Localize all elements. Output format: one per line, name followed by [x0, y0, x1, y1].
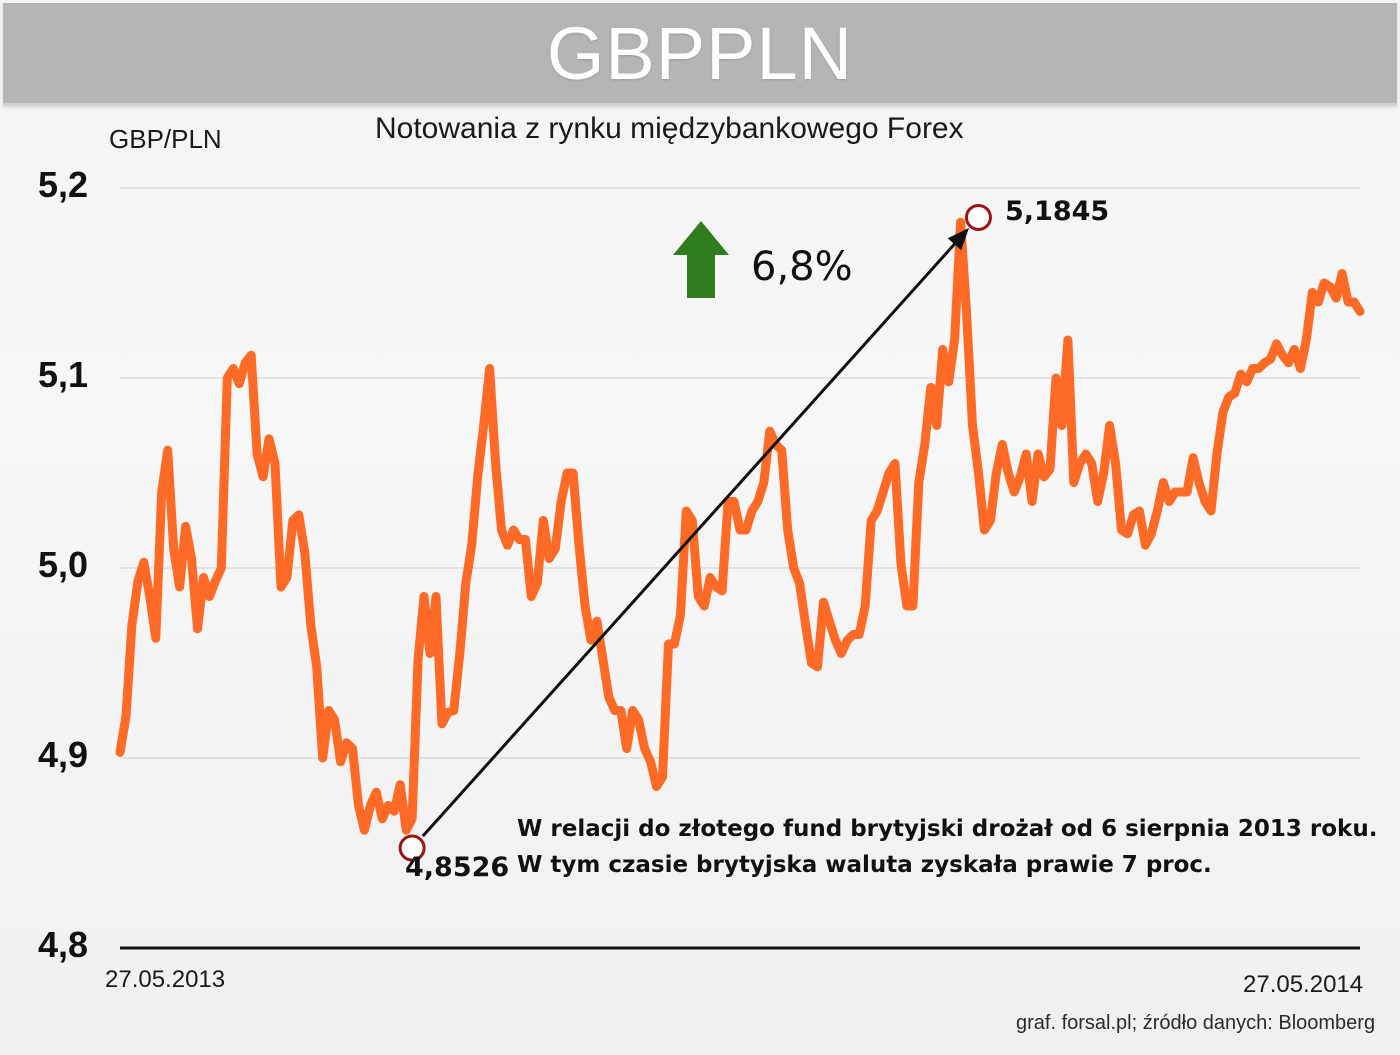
low-point-label: 4,8526 — [405, 852, 510, 883]
y-tick-label: 5,2 — [38, 164, 89, 205]
trend-arrow-line — [421, 237, 961, 838]
y-axis-label: GBP/PLN — [109, 124, 222, 154]
low-point-marker — [398, 834, 426, 862]
series-line — [115, 217, 1365, 835]
change-percent-label: 6,8% — [751, 244, 853, 290]
note-line-1: W relacji do złotego fund brytyjski droż… — [517, 816, 1378, 842]
y-tick-label: 4,9 — [38, 734, 89, 775]
up-arrow-icon — [673, 221, 729, 298]
chart-subtitle: Notowania z rynku międzybankowego Forex — [375, 112, 964, 145]
x-start-label: 27.05.2013 — [105, 966, 226, 993]
note-line-2: W tym czasie brytyjska waluta zyskała pr… — [517, 852, 1212, 878]
y-tick-label: 4,8 — [38, 924, 89, 965]
y-tick-label: 5,1 — [38, 354, 89, 395]
title-bar: GBPPLN — [3, 3, 1397, 105]
high-point-marker — [964, 203, 992, 231]
chart-title: GBPPLN — [546, 11, 854, 95]
trend-arrow-head — [947, 227, 970, 251]
source-note: graf. forsal.pl; źródło danych: Bloomber… — [1016, 1012, 1376, 1034]
y-tick-label: 5,0 — [38, 544, 89, 585]
x-end-label: 27.05.2014 — [1243, 971, 1364, 998]
high-point-label: 5,1845 — [1005, 196, 1110, 227]
